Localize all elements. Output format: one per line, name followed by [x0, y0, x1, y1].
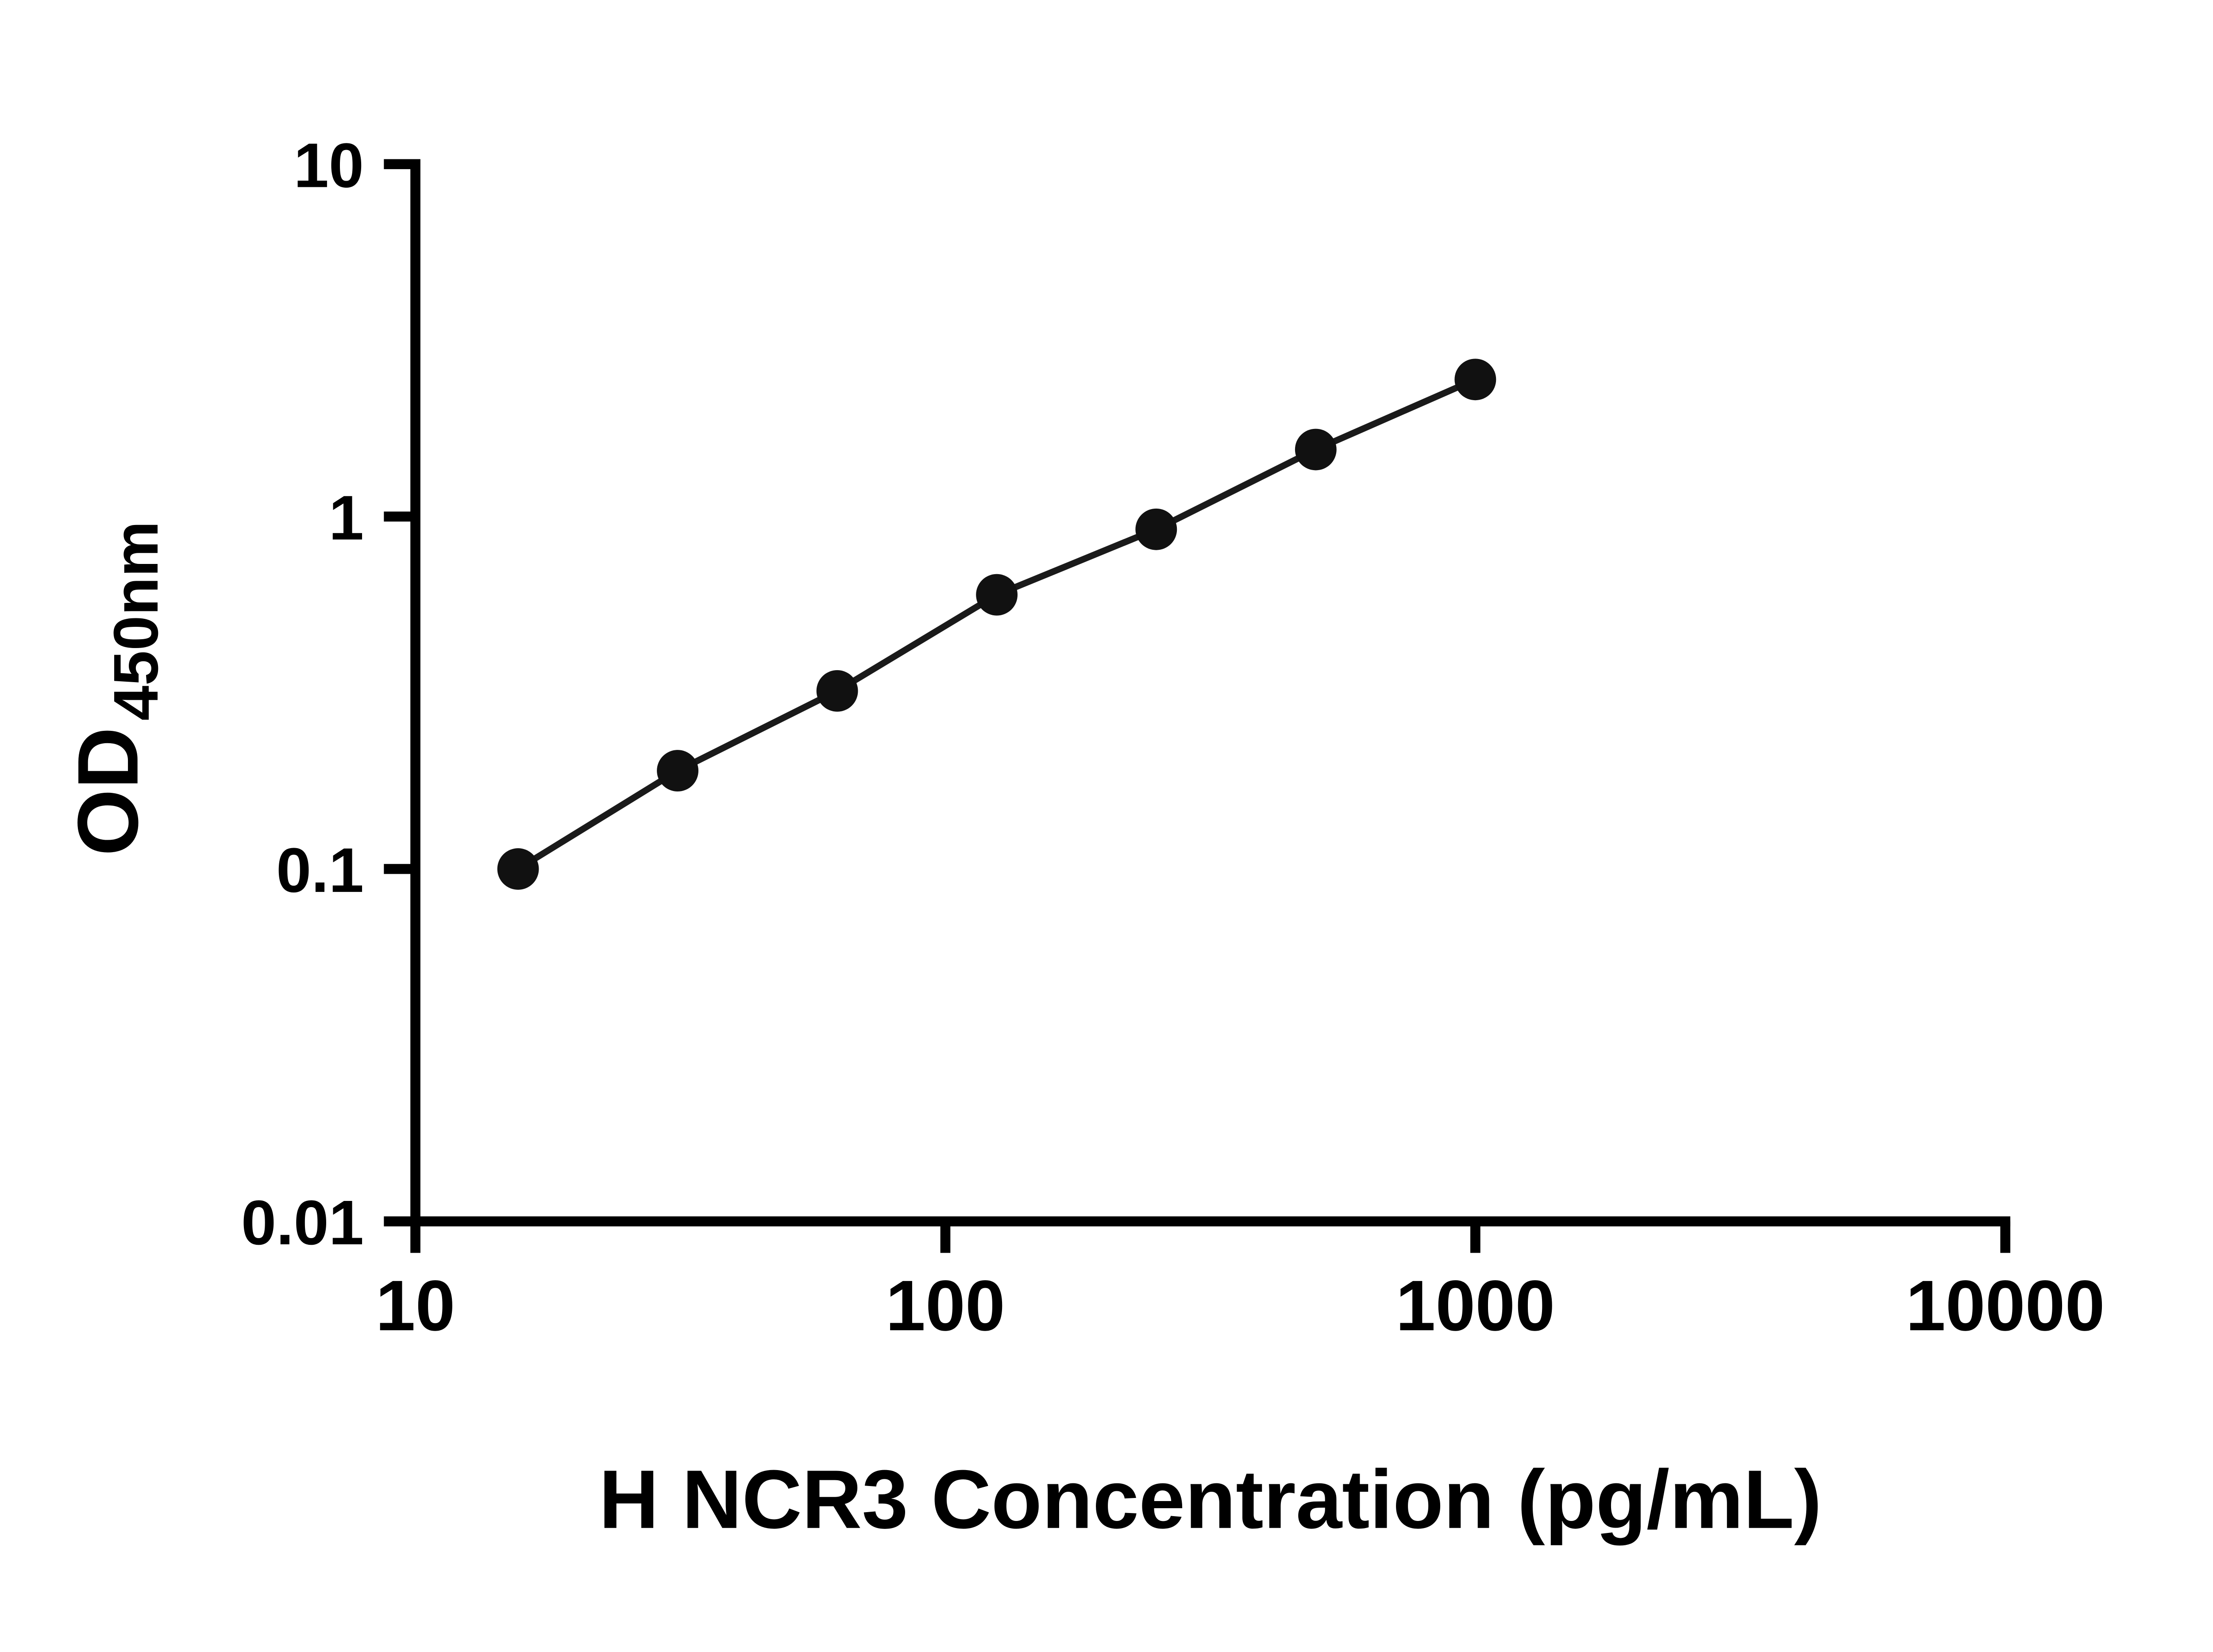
x-axis-tick-label: 100 — [886, 1266, 1005, 1346]
data-point-marker — [497, 848, 539, 890]
y-axis-tick-label: 10 — [294, 131, 364, 201]
x-axis-tick-label: 10000 — [1906, 1266, 2105, 1346]
x-axis-title: H NCR3 Concentration (pg/mL) — [599, 1453, 1822, 1546]
data-point-marker — [816, 670, 858, 712]
y-axis-title: OD 450nm — [60, 521, 171, 856]
data-point-marker — [657, 750, 698, 792]
data-point-marker — [1135, 508, 1177, 550]
y-axis-tick-label: 0.01 — [241, 1188, 364, 1258]
y-axis-title-main: OD — [60, 727, 156, 856]
x-axis-tick-label: 10 — [376, 1266, 455, 1346]
data-point-marker — [1454, 359, 1496, 401]
ticks-layer: 10 100 1000 10000 0.01 0.1 1 10 — [241, 131, 2105, 1346]
data-point-marker — [1295, 428, 1337, 471]
y-axis-tick-label: 0.1 — [276, 835, 364, 906]
data-point-marker — [976, 574, 1018, 616]
x-axis-tick-label: 1000 — [1396, 1266, 1555, 1346]
y-axis-title-subscript: 450nm — [101, 521, 171, 721]
y-axis-tick-label: 1 — [329, 483, 364, 553]
series-layer — [497, 359, 1496, 890]
axes — [410, 159, 2011, 1227]
